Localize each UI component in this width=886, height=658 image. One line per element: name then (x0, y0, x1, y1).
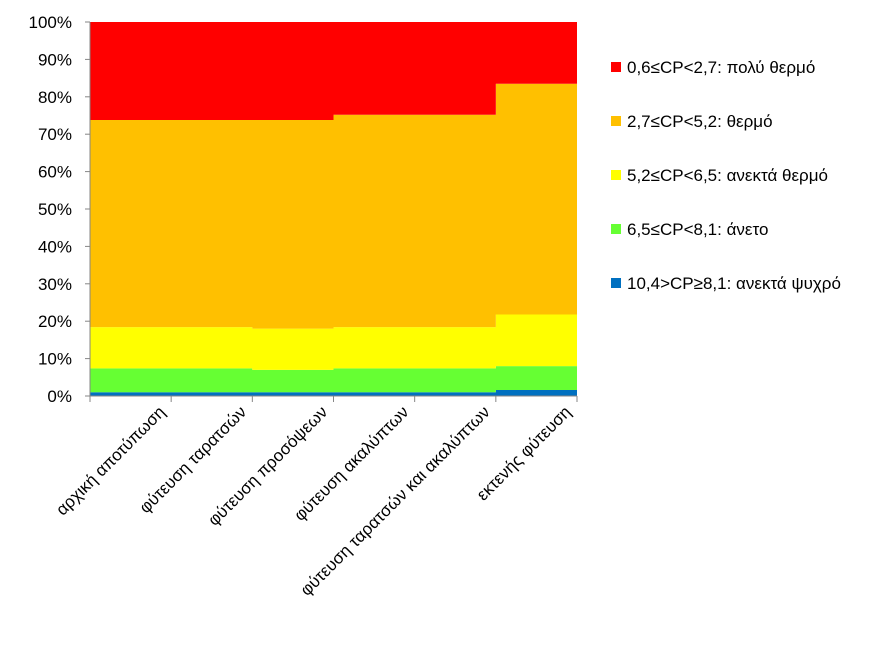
area-series-1 (90, 366, 577, 393)
area-series-0 (90, 390, 577, 396)
y-tick-label: 60% (38, 163, 72, 182)
legend-label: 0,6≤CP<2,7: πολύ θερμό (627, 58, 815, 77)
y-tick-label: 10% (38, 350, 72, 369)
y-tick-label: 50% (38, 200, 72, 219)
legend-label: 5,2≤CP<6,5: ανεκτά θερμό (627, 166, 828, 185)
y-tick-label: 100% (29, 13, 72, 32)
y-tick-label: 20% (38, 312, 72, 331)
legend: 0,6≤CP<2,7: πολύ θερμό 2,7≤CP<5,2: θερμό 5… (611, 58, 841, 293)
legend-swatch (611, 62, 621, 72)
legend-swatch (611, 224, 621, 234)
legend-label: 6,5≤CP<8,1: άνετο (627, 220, 768, 239)
y-tick-label: 40% (38, 237, 72, 256)
area-series-3 (90, 83, 577, 329)
y-tick-label: 80% (38, 88, 72, 107)
area-series-2 (90, 314, 577, 370)
legend-swatch (611, 116, 621, 126)
legend-label: 10,4>CP≥8,1: ανεκτά ψυχρό (627, 274, 841, 293)
y-tick-label: 90% (38, 50, 72, 69)
legend-swatch (611, 278, 621, 288)
y-tick-label: 70% (38, 125, 72, 144)
y-tick-label: 30% (38, 275, 72, 294)
area-series-4 (90, 22, 577, 120)
y-tick-label: 0% (47, 387, 72, 406)
legend-label: 2,7≤CP<5,2: θερμό (627, 112, 773, 131)
legend-swatch (611, 170, 621, 180)
areas-layer (90, 22, 577, 396)
